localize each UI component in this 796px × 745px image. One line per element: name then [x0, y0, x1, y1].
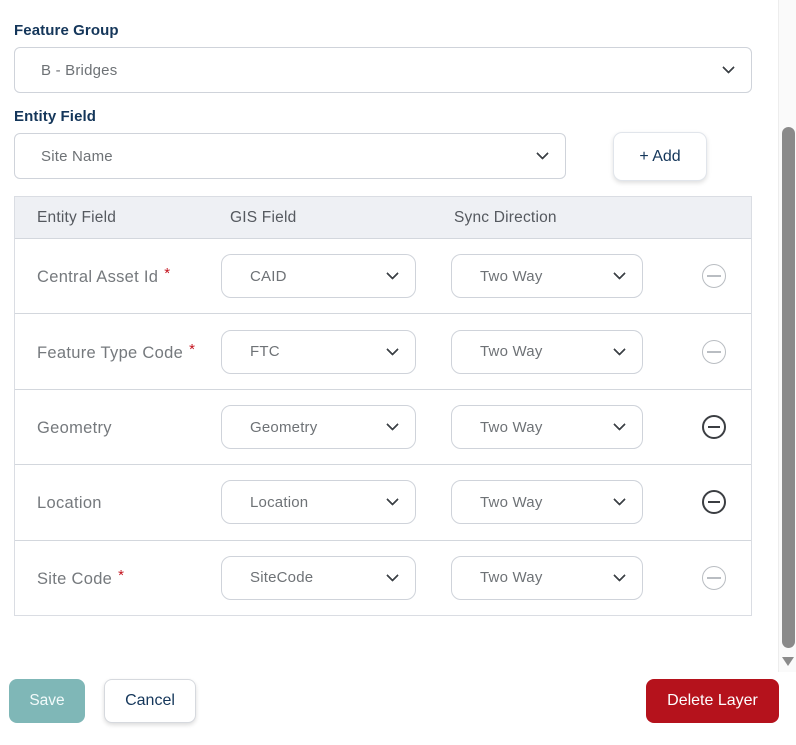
remove-row-icon[interactable] — [702, 490, 726, 515]
remove-row-icon — [702, 339, 726, 364]
field-mapping-table: Entity Field GIS Field Sync Direction Ce… — [14, 196, 752, 616]
column-header-sync-direction: Sync Direction — [454, 208, 557, 226]
sync-direction-value: Two Way — [480, 569, 543, 587]
chevron-down-icon — [386, 342, 399, 356]
sync-direction-select[interactable]: Two Way — [451, 480, 643, 525]
sync-direction-value: Two Way — [480, 418, 543, 436]
gis-field-select[interactable]: Geometry — [221, 405, 416, 450]
chevron-down-icon — [386, 493, 399, 507]
scrollbar-track[interactable] — [778, 0, 796, 672]
gis-field-value: Geometry — [250, 418, 318, 436]
gis-field-value: SiteCode — [250, 569, 314, 587]
sync-direction-select[interactable]: Two Way — [451, 254, 643, 299]
chevron-down-icon — [722, 61, 735, 74]
entity-field-value: Site Name — [41, 147, 113, 165]
entity-field-select[interactable]: Site Name — [14, 133, 566, 179]
entity-field-name: Feature Type Code — [37, 343, 184, 362]
feature-group-value: B - Bridges — [41, 61, 118, 79]
required-asterisk: * — [189, 340, 196, 358]
remove-row-icon — [702, 565, 726, 590]
sync-direction-select[interactable]: Two Way — [451, 555, 643, 600]
table-row: Feature Type Code * FTC Two Way — [15, 314, 751, 390]
table-row: Geometry Geometry Two Way — [15, 389, 751, 466]
entity-field-name: Site Code — [37, 569, 113, 588]
sync-direction-value: Two Way — [480, 267, 543, 285]
chevron-down-icon — [613, 568, 626, 582]
gis-field-value: Location — [250, 493, 309, 511]
table-row: Central Asset Id * CAID Two Way — [15, 239, 751, 315]
gis-field-value: FTC — [250, 343, 280, 361]
add-button[interactable]: + Add — [613, 132, 707, 181]
sync-direction-value: Two Way — [480, 493, 543, 511]
chevron-down-icon — [613, 267, 626, 281]
gis-field-value: CAID — [250, 267, 287, 285]
required-asterisk: * — [164, 265, 171, 283]
chevron-down-icon — [536, 147, 549, 160]
table-row: Site Code * SiteCode Two Way — [15, 540, 751, 616]
gis-field-select[interactable]: Location — [221, 480, 416, 525]
save-button[interactable]: Save — [9, 679, 85, 723]
column-header-gis-field: GIS Field — [230, 208, 297, 226]
chevron-down-icon — [386, 267, 399, 281]
entity-field-name: Geometry — [37, 419, 112, 438]
remove-row-icon — [702, 264, 726, 289]
entity-field-name: Central Asset Id — [37, 268, 159, 287]
feature-group-label: Feature Group — [14, 22, 119, 39]
cancel-button[interactable]: Cancel — [104, 679, 196, 723]
entity-field-name: Location — [37, 494, 102, 513]
chevron-down-icon — [613, 418, 626, 431]
delete-layer-button[interactable]: Delete Layer — [646, 679, 779, 723]
sync-direction-value: Two Way — [480, 343, 543, 361]
entity-field-label: Entity Field — [14, 108, 97, 125]
required-asterisk: * — [118, 566, 125, 584]
chevron-down-icon — [386, 568, 399, 582]
gis-field-select[interactable]: FTC — [221, 329, 416, 374]
chevron-down-icon — [386, 418, 399, 431]
scroll-down-arrow-icon[interactable] — [782, 657, 794, 666]
feature-group-select[interactable]: B - Bridges — [14, 47, 752, 93]
column-header-entity-field: Entity Field — [37, 208, 117, 226]
sync-direction-select[interactable]: Two Way — [451, 329, 643, 374]
scrollbar-thumb[interactable] — [782, 127, 795, 648]
gis-field-select[interactable]: CAID — [221, 254, 416, 299]
chevron-down-icon — [613, 342, 626, 356]
table-header-row: Entity Field GIS Field Sync Direction — [15, 197, 751, 239]
gis-field-select[interactable]: SiteCode — [221, 555, 416, 600]
table-row: Location Location Two Way — [15, 465, 751, 541]
chevron-down-icon — [613, 493, 626, 507]
remove-row-icon[interactable] — [702, 415, 726, 440]
sync-direction-select[interactable]: Two Way — [451, 405, 643, 450]
